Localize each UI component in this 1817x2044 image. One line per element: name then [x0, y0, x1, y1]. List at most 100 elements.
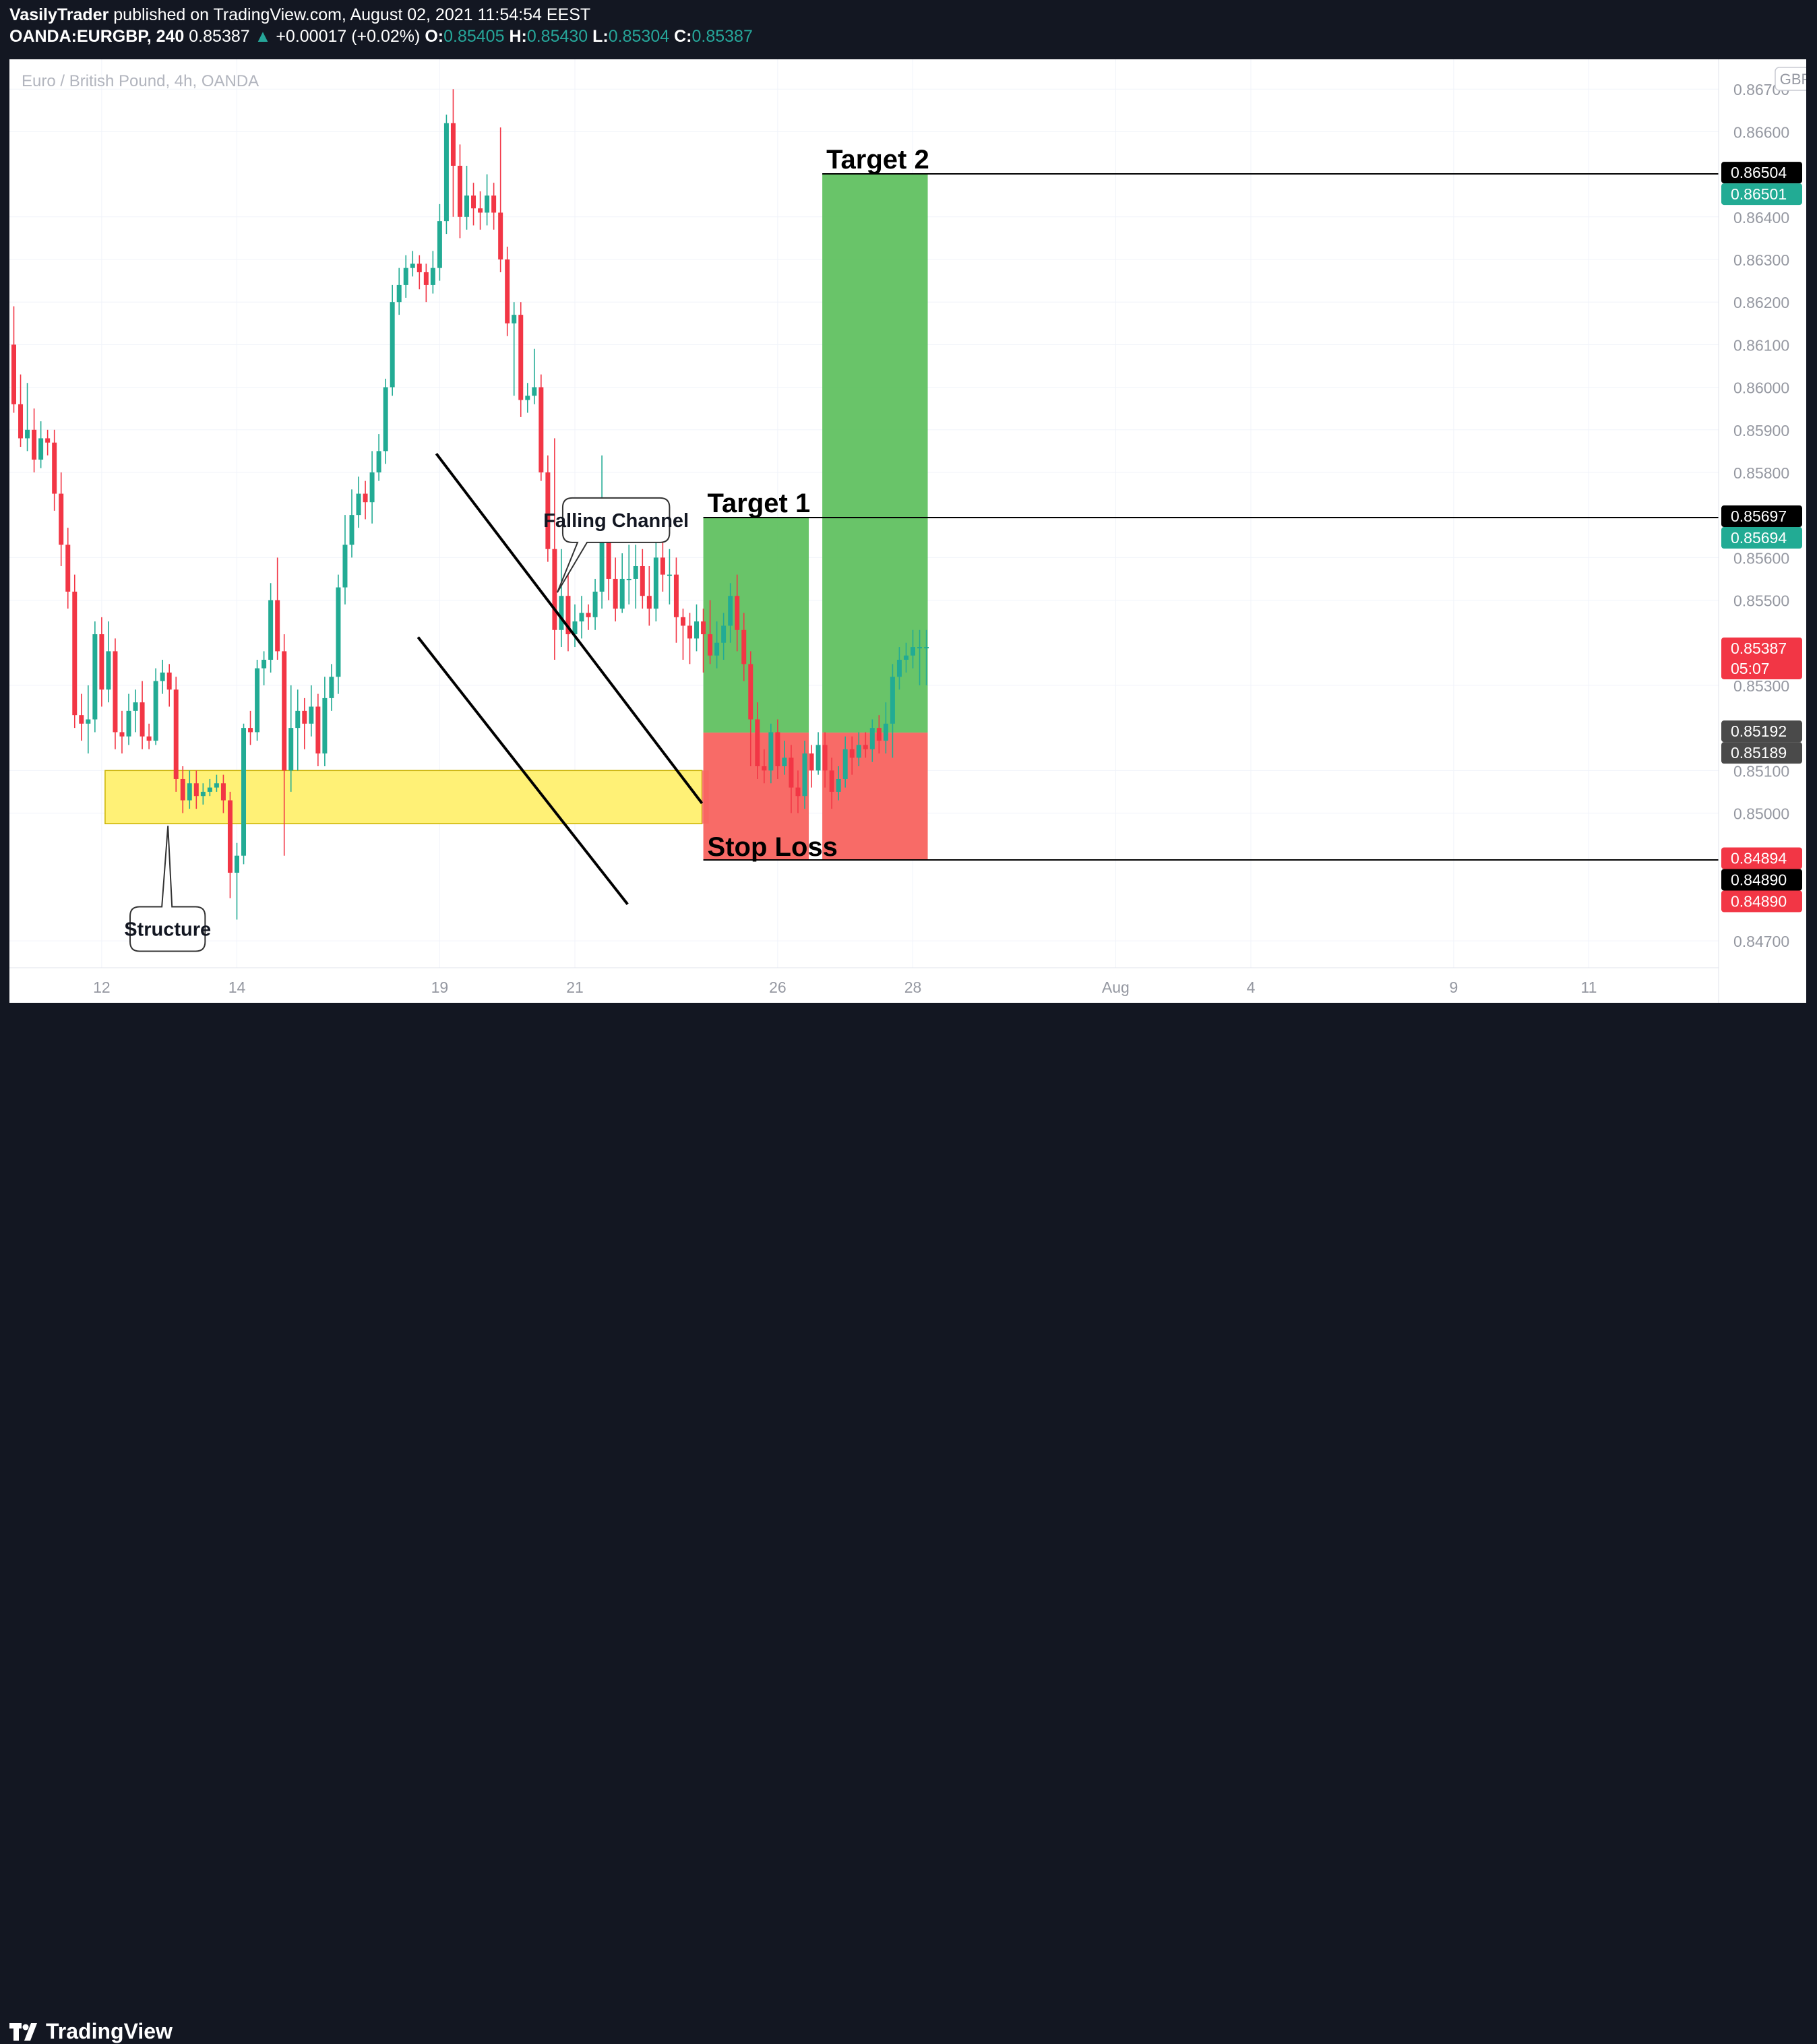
candle: [363, 481, 368, 520]
falling-channel-label: Falling Channel: [543, 510, 689, 532]
candle: [457, 144, 462, 239]
tradingview-brand[interactable]: TradingView: [9, 2019, 173, 2044]
candle-body: [842, 749, 848, 779]
candle: [349, 489, 355, 558]
structure-label: Structure: [124, 919, 211, 941]
candle: [282, 634, 287, 856]
price-tag-text: 0.86501: [1731, 185, 1787, 203]
structure-zone[interactable]: [104, 770, 703, 825]
price-tag-box: [1721, 720, 1802, 743]
candle-body: [11, 344, 16, 404]
candle-body: [342, 545, 348, 588]
candle-body: [79, 715, 84, 724]
candle-body: [45, 438, 51, 443]
candle: [59, 472, 64, 566]
price-tag-box: [1721, 890, 1802, 912]
time-tick-label: 26: [769, 979, 787, 996]
channel-upper-line[interactable]: [435, 452, 704, 805]
candle-body: [896, 660, 902, 677]
price-tag-text: 0.85192: [1731, 722, 1787, 740]
candle: [166, 664, 172, 707]
candle: [856, 732, 861, 766]
candle: [478, 191, 483, 230]
chart-area[interactable]: Falling Channel Structure Target 2 Targe…: [9, 59, 1816, 1003]
candle-body: [572, 621, 578, 635]
price-tag-box: [1721, 505, 1802, 528]
candle: [748, 651, 753, 766]
candle: [667, 549, 672, 605]
candle-body: [485, 195, 490, 213]
price-tag-box: [1721, 637, 1802, 679]
price-tick-label: 0.86300: [1733, 251, 1789, 269]
price-tick-label: 0.85800: [1733, 464, 1789, 482]
time-axis[interactable]: 12 14 19 21 26 28 Aug 4 9 11: [9, 967, 1719, 996]
candle: [275, 557, 280, 660]
target2-stop-zone[interactable]: [822, 733, 928, 861]
candle: [701, 609, 706, 673]
candle-body: [126, 710, 131, 737]
target2-profit-zone[interactable]: [822, 173, 928, 733]
callouts: Falling Channel Structure: [124, 497, 689, 952]
candle: [369, 451, 375, 524]
candle: [113, 638, 118, 749]
candle: [795, 770, 801, 813]
candle: [25, 383, 30, 452]
candle-body: [606, 510, 611, 579]
candle: [592, 578, 598, 630]
candle: [214, 774, 219, 792]
candle-body: [802, 753, 807, 797]
candle-body: [545, 472, 551, 549]
structure-callout[interactable]: [129, 826, 206, 952]
candle-body: [173, 689, 179, 779]
candlestick-chart[interactable]: Falling Channel Structure Target 2 Targe…: [9, 59, 1816, 1003]
stop-strip: [702, 770, 709, 824]
candle: [220, 774, 226, 813]
candle-body: [113, 651, 118, 733]
candle-body: [640, 565, 645, 596]
candle-body: [457, 165, 462, 217]
candle-body: [714, 642, 720, 656]
price-tag: 0.85697: [1721, 505, 1802, 528]
author-name[interactable]: VasilyTrader: [9, 5, 109, 24]
candle: [329, 664, 334, 711]
candle: [471, 183, 476, 226]
candle-body: [187, 783, 192, 801]
candle: [140, 681, 145, 749]
candle: [768, 723, 774, 784]
candle-body: [667, 574, 672, 576]
candle: [646, 565, 652, 626]
target1-profit-zone[interactable]: [703, 517, 809, 733]
candle: [268, 583, 274, 673]
candle-body: [295, 710, 301, 729]
price-tick-label: 0.85900: [1733, 422, 1789, 439]
open-value: 0.85405: [443, 27, 505, 46]
candle-body: [815, 745, 821, 771]
candle: [417, 255, 422, 290]
candle-body: [309, 706, 314, 724]
candle-body: [924, 647, 929, 649]
candle: [673, 557, 679, 643]
candle-body: [363, 493, 368, 503]
channel-lower-line[interactable]: [417, 636, 629, 905]
symbol-info: OANDA:EURGBP, 240 0.85387 ▲ +0.00017 (+0…: [9, 27, 753, 47]
candle-body: [322, 698, 328, 754]
falling-channel-callout[interactable]: [556, 497, 671, 593]
currency-badge[interactable]: GBP: [1775, 67, 1816, 91]
candle-body: [680, 617, 685, 626]
price-axis[interactable]: 0.867000.866000.864000.863000.862000.861…: [1718, 59, 1789, 1003]
candle-body: [282, 651, 287, 771]
stop-loss-label: Stop Loss: [708, 832, 838, 862]
candle-body: [532, 387, 537, 396]
price-tag-text: 0.86504: [1731, 164, 1787, 181]
time-tick-label: 14: [228, 979, 246, 996]
candle: [532, 348, 537, 404]
symbol-name[interactable]: OANDA:EURGBP, 240: [9, 27, 185, 46]
candle-body: [626, 578, 632, 580]
candle-body: [140, 702, 145, 737]
price-tag-text: 0.85697: [1731, 507, 1787, 525]
candle: [498, 127, 503, 272]
candle-body: [478, 208, 483, 213]
candle: [809, 745, 814, 788]
candle: [849, 736, 855, 775]
price-tick-label: 0.86000: [1733, 379, 1789, 397]
